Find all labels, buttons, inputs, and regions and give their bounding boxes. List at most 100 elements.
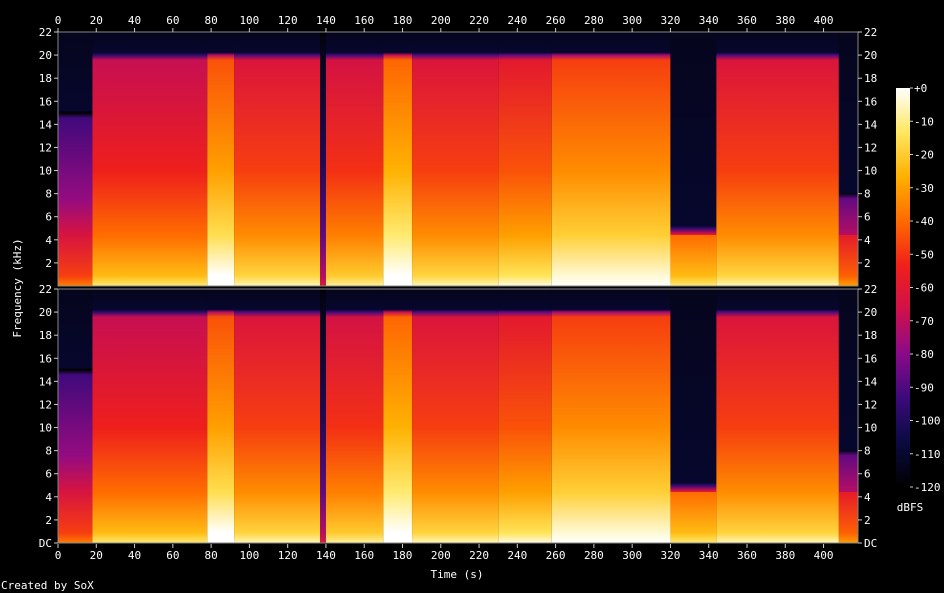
x-tick-label: 120 xyxy=(278,549,298,562)
x-tick-label: 220 xyxy=(469,14,489,27)
x-tick-label: 400 xyxy=(814,14,834,27)
spectrogram-segment xyxy=(838,289,858,543)
y-tick-label: DC xyxy=(39,537,52,550)
y-tick-label: 14 xyxy=(39,118,53,131)
x-tick-label: 140 xyxy=(316,14,336,27)
x-tick-label: 180 xyxy=(393,14,413,27)
y-tick-label: 12 xyxy=(864,141,877,154)
spectrogram-segment xyxy=(234,289,321,543)
colorbar-tick-label: -110 xyxy=(914,448,941,461)
y-tick-label: 8 xyxy=(45,445,52,458)
x-tick-label: 0 xyxy=(55,14,62,27)
y-tick-label: 22 xyxy=(864,283,877,296)
x-tick-label: 320 xyxy=(661,549,681,562)
x-tick-label: 0 xyxy=(55,549,62,562)
y-tick-label: 6 xyxy=(45,211,52,224)
y-tick-label: 12 xyxy=(39,141,52,154)
colorbar-tick-label: +0 xyxy=(914,82,927,95)
y-tick-label: 18 xyxy=(864,72,877,85)
spectrogram-segment xyxy=(92,289,208,543)
y-tick-label: 20 xyxy=(39,49,52,62)
y-tick-label: 8 xyxy=(864,188,871,201)
x-tick-label: 280 xyxy=(584,549,604,562)
colorbar-tick-label: -50 xyxy=(914,248,934,261)
y-tick-label: DC xyxy=(864,537,877,550)
x-tick-label: 160 xyxy=(354,549,374,562)
x-tick-label: 340 xyxy=(699,549,719,562)
colorbar-gradient xyxy=(896,88,910,487)
colorbar-tick-label: -90 xyxy=(914,381,934,394)
x-tick-label: 400 xyxy=(814,549,834,562)
x-tick-label: 240 xyxy=(507,14,527,27)
y-tick-label: 4 xyxy=(45,491,52,504)
y-tick-label: 18 xyxy=(39,329,52,342)
x-tick-label: 180 xyxy=(393,549,413,562)
x-tick-label: 100 xyxy=(239,14,259,27)
spectrogram-segment xyxy=(551,32,671,286)
y-tick-label: 10 xyxy=(864,422,877,435)
colorbar-tick-label: -60 xyxy=(914,282,934,295)
x-tick-label: 80 xyxy=(204,14,217,27)
spectrogram-segment xyxy=(498,289,552,543)
spectrogram-segment xyxy=(207,32,235,286)
colorbar-tick-label: -100 xyxy=(914,415,941,428)
y-tick-label: 22 xyxy=(864,26,877,39)
spectrogram-segment xyxy=(670,32,717,286)
x-tick-label: 260 xyxy=(546,549,566,562)
y-tick-label: 8 xyxy=(45,188,52,201)
spectrogram-segment xyxy=(838,32,858,286)
spectrogram-segment xyxy=(551,289,671,543)
y-tick-label: 10 xyxy=(864,165,877,178)
y-tick-label: 2 xyxy=(864,514,871,527)
x-tick-label: 200 xyxy=(431,14,451,27)
y-tick-label: 22 xyxy=(39,26,52,39)
y-tick-label: 16 xyxy=(39,352,52,365)
y-tick-label: 20 xyxy=(39,306,52,319)
spectrogram-segment xyxy=(383,289,413,543)
y-tick-label: 12 xyxy=(39,398,52,411)
x-tick-label: 360 xyxy=(737,14,757,27)
colorbar-label: dBFS xyxy=(897,501,924,514)
spectrogram-segment xyxy=(92,32,208,286)
y-tick-label: 14 xyxy=(39,375,53,388)
y-axis-label: Frequency (kHz) xyxy=(11,238,24,337)
spectrogram-segment xyxy=(716,289,839,543)
y-tick-label: 4 xyxy=(45,234,52,247)
y-tick-label: 4 xyxy=(864,491,871,504)
spectrogram-segment xyxy=(498,32,552,286)
colorbar-tick-label: -70 xyxy=(914,315,934,328)
x-tick-label: 380 xyxy=(775,14,795,27)
spectrogram-segment xyxy=(207,289,235,543)
y-tick-label: 2 xyxy=(864,257,871,270)
x-tick-label: 80 xyxy=(204,549,217,562)
spectrogram-segment xyxy=(325,289,384,543)
x-tick-label: 280 xyxy=(584,14,604,27)
y-tick-label: 10 xyxy=(39,422,52,435)
x-tick-label: 260 xyxy=(546,14,566,27)
y-tick-label: 14 xyxy=(864,375,878,388)
colorbar-tick-label: -20 xyxy=(914,149,934,162)
x-tick-label: 20 xyxy=(90,549,103,562)
spectrogram-segment xyxy=(716,32,839,286)
colorbar-tick-label: -10 xyxy=(914,115,934,128)
spectrogram-segment xyxy=(325,32,384,286)
colorbar-tick-label: -120 xyxy=(914,481,941,494)
x-tick-label: 20 xyxy=(90,14,103,27)
x-axis-label: Time (s) xyxy=(431,568,484,581)
y-tick-label: 20 xyxy=(864,49,877,62)
credit-text: Created by SoX xyxy=(1,579,94,592)
y-tick-label: 18 xyxy=(864,329,877,342)
colorbar-tick-label: -80 xyxy=(914,348,934,361)
panel-frame xyxy=(57,288,859,544)
colorbar-tick-label: -30 xyxy=(914,182,934,195)
x-tick-label: 100 xyxy=(239,549,259,562)
y-tick-label: 18 xyxy=(39,72,52,85)
y-tick-label: 20 xyxy=(864,306,877,319)
colorbar-tick-label: -40 xyxy=(914,215,934,228)
y-tick-label: 4 xyxy=(864,234,871,247)
y-tick-label: 16 xyxy=(39,95,52,108)
x-tick-label: 300 xyxy=(622,14,642,27)
y-tick-label: 14 xyxy=(864,118,878,131)
